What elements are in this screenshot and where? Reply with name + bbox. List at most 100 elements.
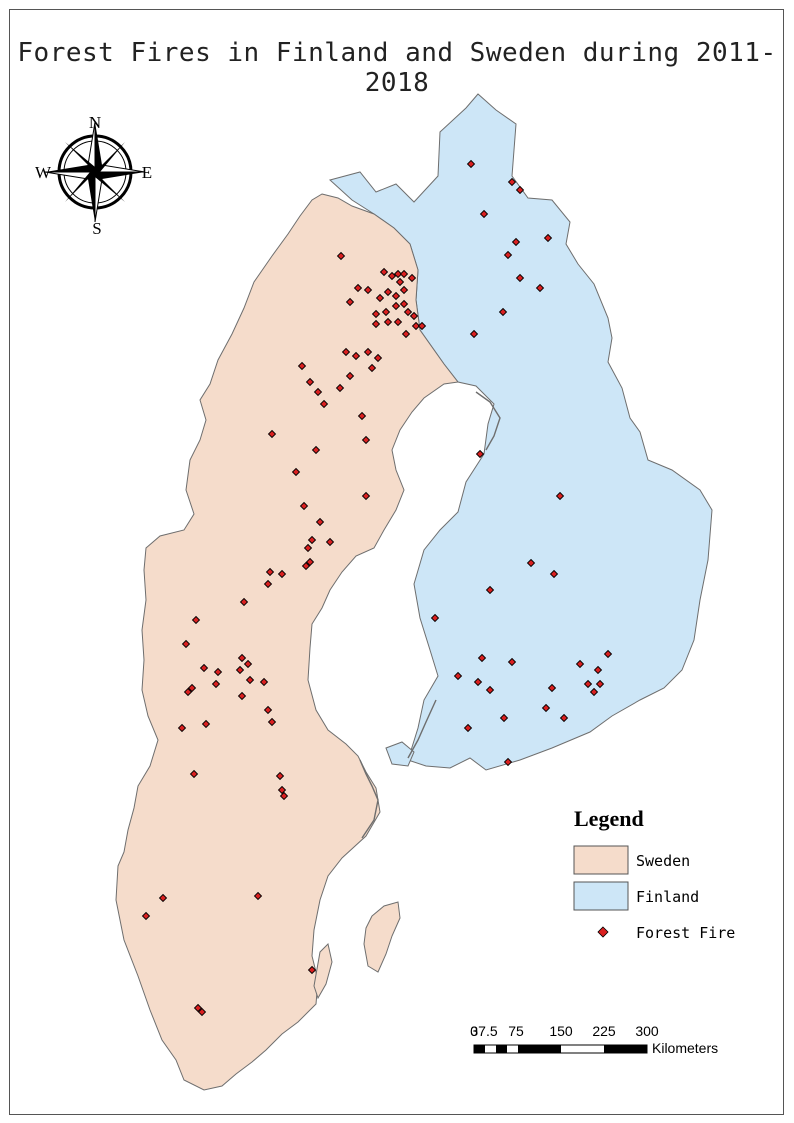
forest-fire-point [469, 329, 479, 339]
forest-fire-point [191, 615, 201, 625]
forest-fire-point [393, 269, 403, 279]
forest-fire-point [263, 579, 273, 589]
forest-fire-point [526, 558, 536, 568]
forest-fire-point [237, 653, 247, 663]
legend-label-sweden: Sweden [636, 852, 690, 870]
forest-fire-point [277, 569, 287, 579]
forest-fire-point [189, 769, 199, 779]
forest-fire-point [279, 791, 289, 801]
scale-tick-37-5: 37.5 [470, 1023, 497, 1039]
forest-fire-point [336, 251, 346, 261]
legend-label-finland: Finland [636, 888, 699, 906]
forest-fire-point [507, 177, 517, 187]
forest-fire-point [498, 307, 508, 317]
finland-region [328, 93, 713, 771]
forest-fire-point [319, 399, 329, 409]
scale-tick-150: 150 [549, 1023, 573, 1039]
forest-fire-point [351, 351, 361, 361]
forest-fire-point [555, 491, 565, 501]
forest-fire-point [541, 703, 551, 713]
forest-fire-point [547, 683, 557, 693]
archipelago-coast [359, 391, 501, 839]
forest-fire-point [335, 383, 345, 393]
forest-fire-point [141, 911, 151, 921]
forest-fire-point [237, 691, 247, 701]
forest-fire-point [499, 713, 509, 723]
forest-fire-point [291, 467, 301, 477]
forest-fire-point [430, 613, 440, 623]
forest-fire-point [267, 717, 277, 727]
gotland-island [363, 901, 401, 973]
legend-label-fire: Forest Fire [636, 924, 735, 942]
forest-fire-point [305, 377, 315, 387]
forest-fire-point [361, 491, 371, 501]
legend-swatch-finland [573, 881, 629, 911]
scale-tick-75: 75 [508, 1023, 524, 1039]
forest-fire-point [379, 267, 389, 277]
forest-fire-point [409, 311, 419, 321]
forest-fire-point [383, 317, 393, 327]
forest-fire-point [417, 321, 427, 331]
forest-fire-point [363, 347, 373, 357]
forest-fire-point [477, 653, 487, 663]
forest-fire-point [589, 687, 599, 697]
forest-fire-point [183, 687, 193, 697]
forest-fire-point [313, 387, 323, 397]
forest-fire-point [253, 891, 263, 901]
forest-fire-point [277, 785, 287, 795]
forest-fire-point [375, 293, 385, 303]
forest-fire-point [325, 537, 335, 547]
forest-fire-point [503, 757, 513, 767]
forest-fire-point [201, 719, 211, 729]
forest-fire-point [503, 250, 513, 260]
aland-islands [385, 741, 415, 767]
forest-fire-point [399, 299, 409, 309]
forest-fire-point [511, 237, 521, 247]
forest-fire-point [371, 309, 381, 319]
forest-fire-point [383, 287, 393, 297]
forest-fire-point [181, 639, 191, 649]
forest-fire-point [387, 271, 397, 281]
forest-fire-point [603, 649, 613, 659]
forest-fire-point [393, 317, 403, 327]
forest-fire-point [307, 965, 317, 975]
forest-fire-point [475, 449, 485, 459]
forest-fire-point [391, 291, 401, 301]
forest-fire-point [485, 685, 495, 695]
forest-fire-point [345, 371, 355, 381]
forest-fire-point [341, 347, 351, 357]
forest-fire-point [177, 723, 187, 733]
forest-fire-point [297, 361, 307, 371]
forest-fire-point [301, 561, 311, 571]
map-title: Forest Fires in Finland and Sweden durin… [17, 38, 777, 98]
forest-fire-point [407, 273, 417, 283]
forest-fire-point [485, 585, 495, 595]
forest-fire-point [593, 665, 603, 675]
forest-fire-point [307, 535, 317, 545]
legend: Legend Sweden Finland Forest Fire [573, 806, 735, 942]
scale-bar: 0 37.5 75 150 225 300 Kilometers [470, 1023, 718, 1056]
forest-fire-points [141, 159, 613, 1017]
forest-fire-point [345, 297, 355, 307]
forest-fire-point [299, 501, 309, 511]
compass-east: E [142, 163, 152, 182]
forest-fire-point [479, 209, 489, 219]
forest-fire-point [305, 557, 315, 567]
forest-fire-point [267, 429, 277, 439]
forest-fire-point [193, 1003, 203, 1013]
forest-fire-point [453, 671, 463, 681]
compass-north: N [89, 113, 101, 132]
forest-fire-point [239, 597, 249, 607]
legend-title: Legend [574, 806, 644, 831]
sweden-region [115, 193, 459, 1091]
forest-fire-point [211, 679, 221, 689]
forest-fire-point [395, 277, 405, 287]
forest-fire-point [187, 683, 197, 693]
forest-fire-point [399, 285, 409, 295]
forest-fire-point [361, 435, 371, 445]
forest-fire-point [235, 665, 245, 675]
forest-fire-point [158, 893, 168, 903]
forest-fire-point [411, 321, 421, 331]
forest-fire-point [357, 411, 367, 421]
